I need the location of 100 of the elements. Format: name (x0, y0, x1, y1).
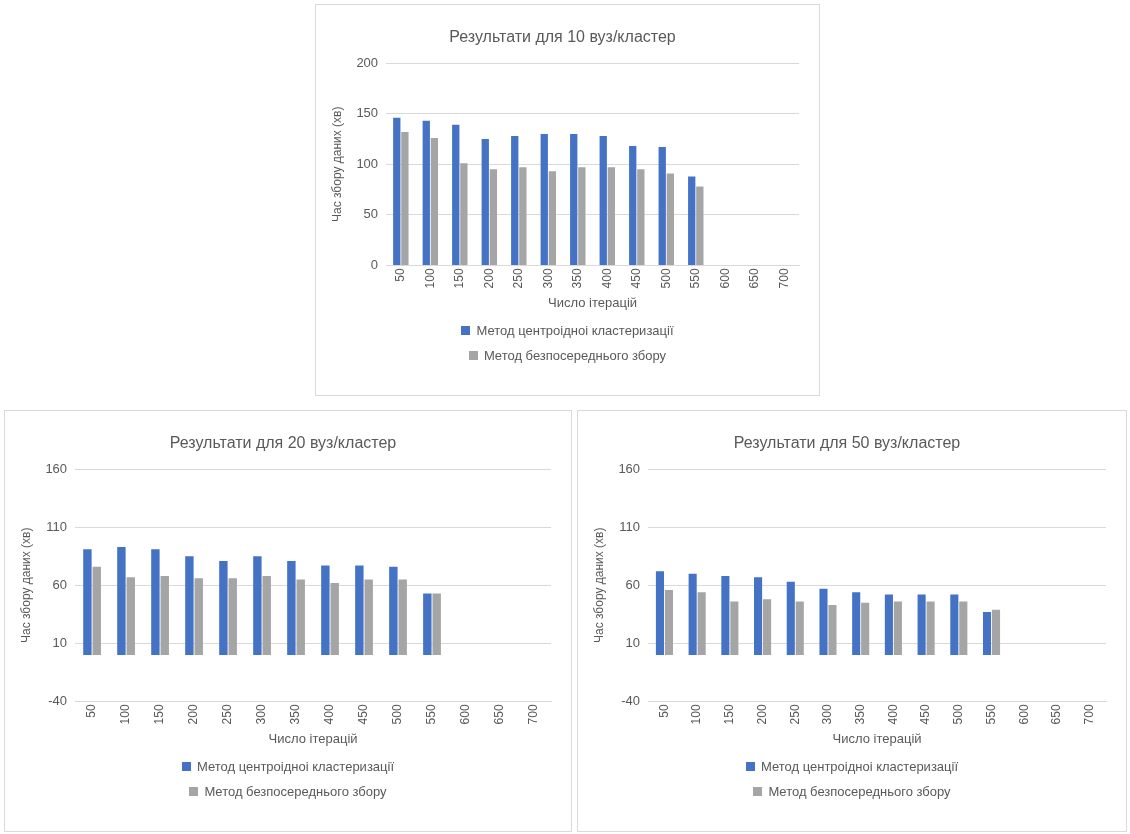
y-tick-label: 10 (52, 634, 68, 650)
x-tick-label: 50 (656, 704, 671, 718)
bar (393, 117, 401, 265)
bar (287, 560, 296, 655)
bar (253, 556, 262, 655)
x-tick-label: 700 (526, 704, 541, 725)
x-tick-label: 600 (717, 268, 732, 289)
bar (819, 588, 828, 655)
bar (540, 133, 548, 265)
bar (570, 133, 578, 265)
x-tick-label: 550 (688, 268, 703, 289)
bar (389, 566, 398, 655)
bar (489, 169, 498, 265)
x-tick-label: 100 (689, 704, 704, 725)
x-tick-label: 500 (951, 704, 966, 725)
bar (296, 579, 305, 655)
bar (917, 594, 926, 655)
chart-title: Результати для 50 вуз/кластер (733, 434, 961, 452)
x-tick-label: 400 (885, 704, 900, 725)
legend-label: Метод центроідноі кластеризації (476, 323, 674, 338)
x-axis-title: Число ітерацій (832, 730, 922, 746)
x-tick-label: 100 (118, 704, 133, 725)
x-axis-title: Число ітерацій (268, 730, 358, 746)
bar (321, 565, 330, 655)
bar (519, 167, 527, 265)
y-tick-label: 160 (618, 460, 641, 476)
bar (991, 609, 1001, 655)
bar (481, 139, 489, 265)
bar (959, 601, 968, 655)
x-tick-label: 600 (458, 704, 473, 725)
y-tick-label: 0 (370, 256, 379, 272)
bar (629, 146, 637, 265)
bar (730, 601, 739, 655)
bar (355, 565, 364, 655)
legend-label: Метод безпосереднього збору (483, 348, 667, 363)
bar (117, 546, 126, 655)
x-tick-label: 300 (254, 704, 269, 725)
bar (578, 167, 586, 265)
legend-label: Метод безпосереднього збору (204, 784, 387, 799)
y-axis-title: Час збору даних (хв) (329, 106, 344, 223)
bar (828, 605, 837, 655)
bar (430, 138, 439, 265)
bar (422, 120, 430, 265)
bar (228, 578, 237, 655)
x-tick-label: 550 (424, 704, 439, 725)
bar (185, 556, 194, 655)
y-tick-label: 50 (363, 206, 379, 222)
bar (658, 147, 666, 265)
x-tick-label: 100 (422, 268, 437, 289)
x-tick-label: 150 (452, 268, 467, 289)
bar (666, 173, 674, 265)
x-tick-label: 400 (322, 704, 337, 725)
x-tick-label: 250 (220, 704, 235, 725)
y-tick-label: 200 (356, 54, 379, 70)
bar (688, 573, 697, 655)
x-tick-label: 700 (1081, 704, 1096, 725)
x-tick-label: 250 (511, 268, 526, 289)
x-axis-title: Число ітерацій (548, 294, 638, 310)
y-tick-label: -40 (48, 692, 68, 708)
x-tick-label: 350 (288, 704, 303, 725)
y-tick-label: 150 (356, 105, 379, 121)
x-tick-label: 300 (820, 704, 835, 725)
bar (861, 602, 870, 655)
bar (160, 576, 169, 655)
y-tick-label: 100 (356, 155, 379, 171)
y-tick-label: 10 (625, 634, 641, 650)
bar (926, 601, 935, 655)
x-tick-label: 500 (390, 704, 405, 725)
bar (460, 163, 468, 265)
bar (754, 577, 763, 655)
bar (262, 576, 271, 655)
x-tick-label: 350 (853, 704, 867, 725)
y-tick-label: 110 (46, 518, 68, 534)
bar (982, 611, 992, 655)
bar (92, 566, 101, 655)
bar (763, 599, 772, 655)
bar (452, 124, 460, 265)
x-tick-label: 200 (186, 704, 201, 725)
x-tick-label: 700 (776, 268, 791, 289)
bar (219, 560, 228, 655)
bar (607, 167, 615, 265)
legend-label: Метод центроідноі кластеризації (196, 759, 395, 774)
y-tick-label: 110 (619, 518, 641, 534)
legend-label: Метод центроідноі кластеризації (760, 759, 959, 774)
y-tick-label: -40 (621, 692, 641, 708)
legend-label: Метод безпосереднього збору (768, 784, 951, 799)
x-tick-label: 450 (918, 704, 933, 725)
bar (511, 135, 519, 265)
bar (423, 593, 432, 655)
y-tick-label: 60 (52, 576, 68, 592)
bar (330, 582, 339, 655)
y-tick-label: 60 (625, 576, 641, 592)
y-tick-label: 160 (45, 460, 68, 476)
x-tick-label: 200 (481, 268, 496, 289)
bar (950, 594, 959, 655)
x-tick-label: 150 (722, 704, 737, 725)
bar (697, 592, 706, 655)
bar (599, 135, 607, 265)
x-tick-label: 600 (1016, 704, 1031, 725)
x-tick-label: 450 (356, 704, 371, 725)
